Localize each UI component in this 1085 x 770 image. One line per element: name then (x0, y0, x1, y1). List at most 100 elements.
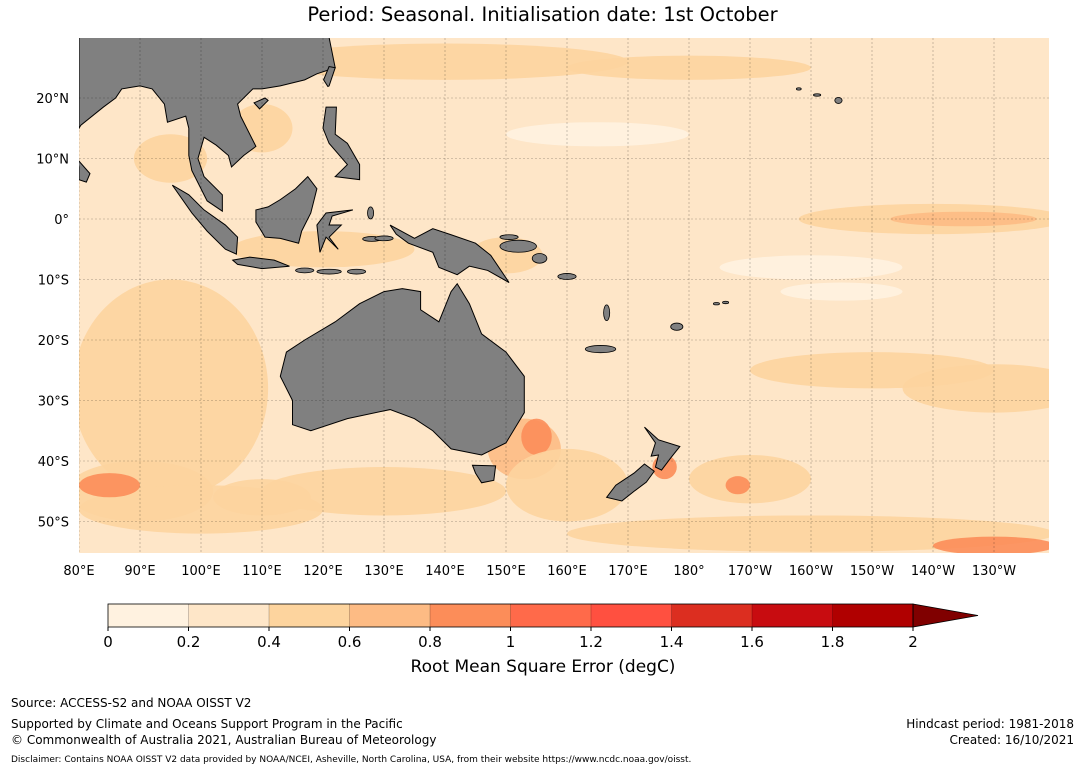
colorbar-tick-label: 0.4 (257, 633, 281, 651)
error-region (506, 122, 689, 147)
colorbar-extend-arrow (912, 603, 979, 628)
x-tick-label: 160°W (789, 564, 833, 579)
colorbar-tick-label: 1.4 (660, 633, 684, 651)
disclaimer-text: Disclaimer: Contains NOAA OISST V2 data … (11, 755, 692, 765)
colorbar-tick-label: 0 (103, 633, 113, 651)
copyright-text: © Commonwealth of Australia 2021, Austra… (11, 733, 437, 747)
island (584, 345, 617, 354)
land-borneo (255, 175, 318, 244)
x-tick-label: 150°E (486, 564, 526, 579)
y-tick-label: 40°S (38, 455, 69, 470)
island (713, 302, 720, 306)
x-tick-label: 120°E (303, 564, 343, 579)
land-sri-lanka (79, 160, 91, 183)
land-tasmania (471, 464, 497, 484)
island (499, 239, 537, 253)
island (813, 93, 822, 97)
x-tick-label: 80°E (63, 564, 94, 579)
land-new-zealand-north (644, 426, 681, 471)
x-tick-label: 140°E (425, 564, 465, 579)
colorbar-tick-label: 0.8 (418, 633, 442, 651)
x-tick-label: 140°W (911, 564, 955, 579)
support-text: Supported by Climate and Oceans Support … (11, 717, 403, 731)
colorbar-tick-label: 1.8 (821, 633, 845, 651)
land-asia (79, 38, 336, 213)
colorbar-frame (107, 603, 914, 628)
error-region (933, 536, 1049, 553)
y-tick-label: 50°S (38, 516, 69, 531)
land-taiwan (323, 65, 336, 88)
colorbar-tick-label: 0.6 (338, 633, 362, 651)
land-new-zealand-south (605, 463, 655, 502)
colorbar-tick-label: 0.2 (177, 633, 201, 651)
x-tick-label: 170°E (608, 564, 648, 579)
y-tick-label: 10°N (36, 153, 69, 168)
error-region (567, 515, 1049, 552)
colorbar-segment (752, 604, 833, 627)
island (499, 234, 519, 240)
island (722, 300, 730, 305)
hindcast-text: Hindcast period: 1981-2018 (906, 717, 1074, 731)
island (316, 268, 342, 275)
island (557, 273, 577, 280)
error-region (719, 255, 903, 280)
colorbar-segment (671, 604, 752, 627)
island (346, 268, 367, 275)
error-region (725, 476, 750, 495)
island (295, 267, 315, 274)
colorbar-segment (591, 604, 672, 627)
x-tick-label: 90°E (124, 564, 155, 579)
island (670, 322, 684, 331)
island (603, 304, 611, 322)
error-region (689, 454, 811, 504)
error-region (506, 448, 628, 522)
x-tick-label: 100°E (181, 564, 221, 579)
x-tick-label: 130°E (364, 564, 404, 579)
x-tick-label: 180° (673, 564, 704, 579)
error-region (750, 352, 994, 389)
colorbar-tick-label: 1.2 (579, 633, 603, 651)
land-australia (279, 282, 525, 456)
error-region (780, 282, 903, 301)
error-region (262, 43, 628, 80)
colorbar-segment (188, 604, 269, 627)
land-philippines (322, 106, 361, 181)
error-region (567, 55, 811, 80)
created-text: Created: 16/10/2021 (949, 733, 1074, 747)
colorbar-tick-label: 1 (506, 633, 516, 651)
colorbar-segment (430, 604, 511, 627)
land-hainan (253, 97, 269, 110)
landmasses (79, 38, 843, 502)
error-region (79, 473, 140, 498)
x-tick-label: 130°W (972, 564, 1016, 579)
rmse-map: 80°E 90°E 100°E 110°E 120°E 130°E 140°E 150°E 16… (36, 38, 1049, 579)
colorbar-segment (269, 604, 350, 627)
colorbar-tick-label: 1.6 (740, 633, 764, 651)
map-layer (79, 38, 1049, 553)
y-tick-label: 0° (54, 213, 69, 228)
x-tick-label: 170°W (728, 564, 772, 579)
island (367, 206, 375, 220)
error-region (262, 467, 506, 516)
chart-title: Period: Seasonal. Initialisation date: 1… (307, 3, 778, 26)
land-sulawesi (316, 209, 354, 253)
error-region (521, 418, 552, 455)
error-region (79, 279, 269, 498)
land-java (231, 256, 290, 270)
island (531, 253, 548, 264)
colorbar-segment (510, 604, 591, 627)
source-text: Source: ACCESS-S2 and NOAA OISST V2 (11, 696, 252, 710)
y-tick-label: 20°N (36, 92, 69, 107)
land-sumatra (171, 184, 239, 255)
x-tick-label: 160°E (547, 564, 587, 579)
x-tick-label: 110°E (242, 564, 282, 579)
island (374, 235, 394, 242)
island (834, 96, 843, 104)
y-tick-label: 30°S (38, 395, 69, 410)
colorbar-label: Root Mean Square Error (degC) (410, 657, 676, 677)
colorbar-tick-label: 2 (908, 633, 918, 651)
land-new-guinea (389, 224, 510, 283)
colorbar-segment (349, 604, 430, 627)
island (795, 87, 802, 91)
x-tick-label: 150°W (850, 564, 894, 579)
